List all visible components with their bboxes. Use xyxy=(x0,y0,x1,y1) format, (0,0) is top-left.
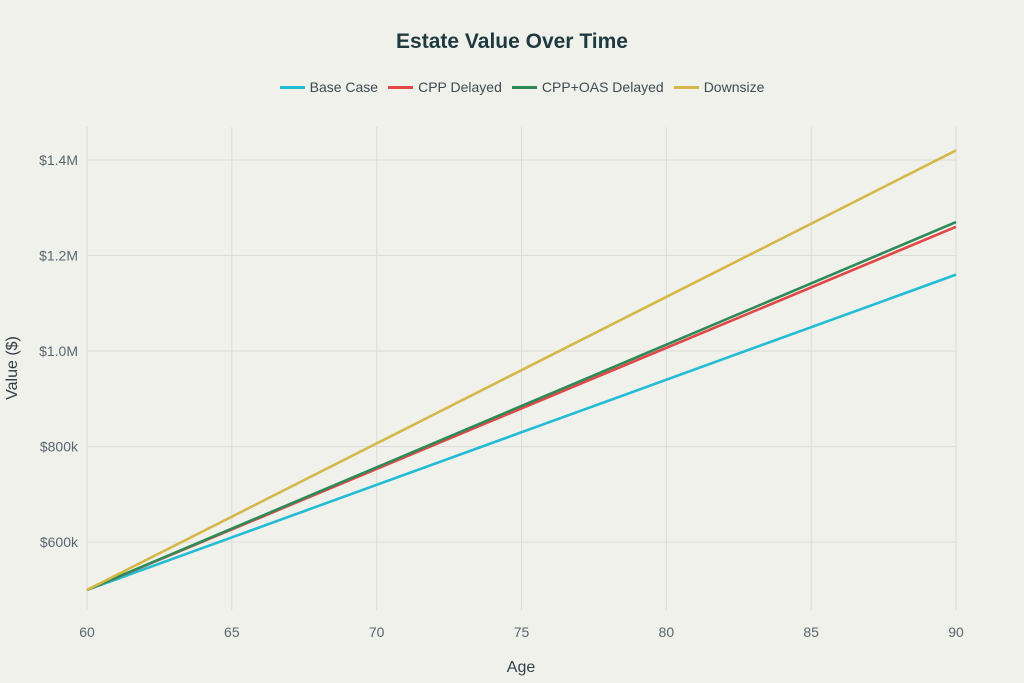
y-tick-label: $1.2M xyxy=(39,248,78,264)
legend-label: CPP+OAS Delayed xyxy=(541,79,664,95)
legend-item[interactable]: CPP+OAS Delayed xyxy=(511,79,664,95)
legend-item[interactable]: Base Case xyxy=(279,79,379,95)
chart-title: Estate Value Over Time xyxy=(396,30,628,53)
x-tick-label: 75 xyxy=(514,624,530,640)
x-tick-label: 70 xyxy=(369,624,385,640)
y-axis-label: Value ($) xyxy=(4,336,21,400)
x-tick-label: 60 xyxy=(79,624,95,640)
legend-swatch xyxy=(511,85,537,89)
legend-label: Downsize xyxy=(703,79,765,95)
series-line-cpp-oas-delayed xyxy=(86,220,957,592)
legend: Base Case CPP Delayed CPP+OAS Delayed Downs… xyxy=(0,79,1024,95)
legend-item[interactable]: Downsize xyxy=(673,79,765,95)
x-tick-label: 80 xyxy=(659,624,675,640)
y-tick-label: $1.4M xyxy=(39,152,78,168)
legend-swatch xyxy=(279,85,305,89)
y-tick-label: $1.0M xyxy=(39,343,78,359)
series-line-base-case xyxy=(86,273,957,592)
series-line-downsize xyxy=(86,149,957,592)
x-tick-label: 90 xyxy=(948,624,964,640)
y-tick-label: $600k xyxy=(40,534,79,550)
legend-swatch xyxy=(388,85,414,89)
legend-label: Base Case xyxy=(309,79,379,95)
legend-swatch xyxy=(673,85,699,89)
x-tick-label: 85 xyxy=(803,624,819,640)
x-axis-label: Age xyxy=(507,659,536,676)
legend-label: CPP Delayed xyxy=(418,79,502,95)
x-tick-label: 65 xyxy=(224,624,240,640)
y-tick-label: $800k xyxy=(40,439,79,455)
legend-item[interactable]: CPP Delayed xyxy=(388,79,502,95)
